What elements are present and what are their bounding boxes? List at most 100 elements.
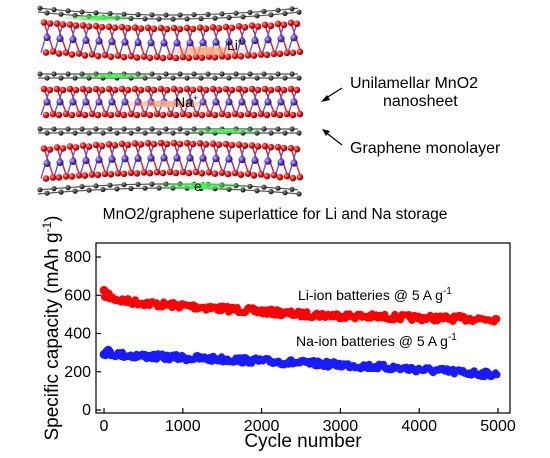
oxygen-atom — [231, 52, 239, 60]
oxygen-atom — [228, 86, 236, 94]
li-ion-label: Li+ — [227, 36, 243, 53]
oxygen-atom — [55, 50, 63, 57]
carbon-atom — [198, 16, 204, 22]
oxygen-atom — [231, 110, 239, 118]
oxygen-atom — [202, 25, 210, 32]
manganese-atom — [277, 158, 285, 166]
oxygen-atom — [49, 174, 57, 181]
li-ion-pathway — [165, 47, 250, 55]
manganese-atom — [212, 38, 220, 46]
oxygen-atom — [133, 54, 141, 61]
carbon-atom — [282, 190, 288, 196]
oxygen-atom — [254, 23, 262, 30]
carbon-atom — [156, 16, 162, 22]
oxygen-atom — [118, 85, 126, 93]
series-na-ion — [99, 345, 501, 381]
oxygen-atom — [159, 54, 167, 62]
manganese-atom — [251, 98, 259, 106]
oxygen-atom — [270, 171, 278, 179]
manganese-atom — [238, 156, 246, 164]
oxygen-atom — [250, 111, 258, 119]
carbon-atom — [275, 185, 281, 191]
oxygen-atom — [209, 85, 217, 93]
oxygen-atom — [42, 111, 50, 119]
oxygen-atom — [189, 140, 197, 148]
e-symbol: e — [194, 178, 202, 194]
oxygen-atom — [85, 143, 93, 150]
oxygen-atom — [146, 169, 154, 177]
oxygen-atom — [163, 140, 171, 148]
carbon-atom — [296, 130, 302, 136]
oxygen-atom — [124, 24, 132, 32]
oxygen-atom — [276, 50, 284, 58]
carbon-atom — [142, 185, 148, 191]
oxygen-atom — [296, 173, 304, 181]
oxygen-atom — [283, 110, 291, 118]
oxygen-atom — [124, 141, 132, 149]
oxygen-atom — [144, 139, 152, 147]
carbon-atom — [240, 187, 246, 193]
electron-pathway — [70, 74, 160, 78]
oxygen-atom — [118, 23, 126, 31]
oxygen-atom — [127, 52, 135, 60]
oxygen-atom — [120, 170, 128, 178]
carbon-atom — [268, 189, 274, 195]
carbon-atom — [156, 130, 162, 136]
oxygen-atom — [40, 19, 48, 26]
oxygen-atom — [166, 168, 174, 176]
manganese-atom — [56, 98, 64, 106]
y-tick-label: 600 — [64, 287, 91, 304]
carbon-atom — [289, 6, 295, 12]
manganese-atom — [82, 157, 90, 165]
oxygen-atom — [248, 142, 256, 149]
oxygen-atom — [198, 170, 206, 177]
manganese-atom — [69, 36, 77, 44]
oxygen-atom — [75, 50, 83, 57]
carbon-atom — [184, 16, 190, 22]
oxygen-atom — [241, 86, 249, 94]
manganese-atom — [43, 159, 51, 168]
electron-pathway — [60, 15, 140, 21]
oxygen-atom — [211, 111, 219, 119]
carbon-atom — [240, 75, 246, 81]
oxygen-atom — [53, 20, 61, 27]
y-tick-label: 400 — [64, 326, 91, 343]
oxygen-atom — [62, 173, 70, 180]
carbon-atom — [226, 14, 232, 21]
manganese-atom — [238, 98, 246, 106]
oxygen-atom — [244, 52, 252, 59]
carbon-atom — [212, 75, 218, 81]
oxygen-atom — [111, 142, 119, 149]
carbon-atom — [135, 12, 141, 18]
oxygen-atom — [55, 111, 63, 119]
x-tick-label: 3000 — [323, 418, 359, 435]
oxygen-atom — [237, 53, 245, 60]
oxygen-atom — [274, 143, 282, 151]
oxygen-atom — [79, 85, 87, 93]
mno2-arrow-head — [321, 95, 330, 102]
oxygen-atom — [189, 25, 197, 33]
oxygen-atom — [287, 19, 295, 27]
chart-marks — [99, 285, 501, 381]
oxygen-atom — [133, 170, 141, 177]
oxygen-atom — [75, 172, 83, 179]
manganese-atom — [95, 98, 103, 106]
manganese-atom — [56, 158, 64, 166]
oxygen-atom — [198, 111, 206, 119]
manganese-atom — [95, 37, 103, 45]
oxygen-atom — [124, 86, 132, 94]
carbon-atom — [205, 11, 211, 17]
oxygen-atom — [198, 54, 206, 61]
oxygen-atom — [40, 85, 48, 93]
manganese-atom — [147, 154, 155, 162]
oxygen-atom — [107, 53, 115, 60]
oxygen-atom — [248, 22, 256, 29]
manganese-atom — [225, 38, 233, 46]
oxygen-atom — [244, 110, 252, 118]
oxygen-atom — [46, 146, 54, 153]
carbon-atom — [135, 181, 141, 187]
oxygen-atom — [276, 173, 284, 181]
manganese-atom — [82, 98, 90, 106]
oxygen-atom — [228, 141, 236, 149]
